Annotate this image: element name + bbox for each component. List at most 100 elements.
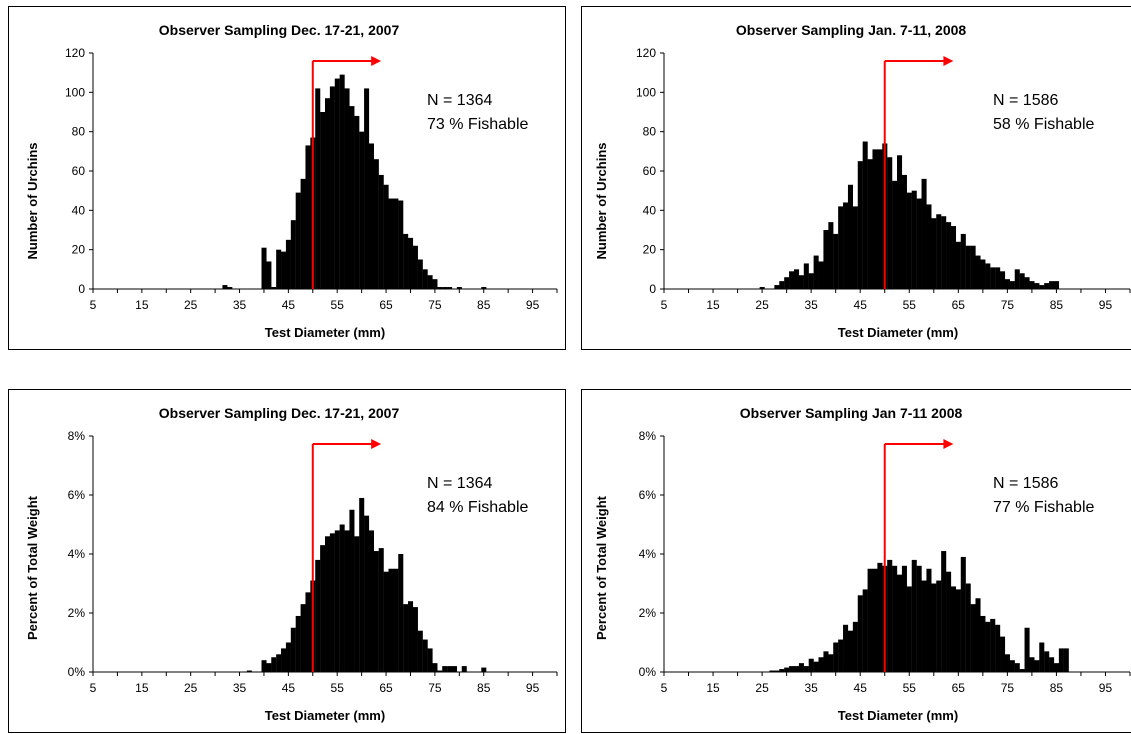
histogram-bar [403,604,409,672]
histogram-bar [227,287,233,289]
x-tick-label: 25 [184,681,198,695]
arrow-head-icon [371,56,382,66]
histogram-bar [813,661,819,672]
histogram-bar [818,261,824,289]
histogram-bar [276,654,282,672]
histogram-bar [798,663,804,672]
histogram-bar [887,157,893,289]
histogram-bar [862,589,868,672]
x-tick-label: 65 [952,681,966,695]
histogram-bar [300,178,306,289]
histogram-bar [941,216,947,289]
histogram-bar [359,497,365,672]
histogram-bar [852,206,858,289]
histogram-bar [359,131,365,289]
y-tick-label: 20 [643,243,657,257]
histogram-bar [295,192,301,289]
y-tick-label: 60 [643,164,657,178]
histogram-bar [456,287,462,289]
x-tick-label: 5 [90,298,97,312]
x-tick-label: 5 [661,681,668,695]
histogram-bar [955,241,961,289]
x-axis-label: Test Diameter (mm) [838,325,958,340]
histogram-bar [867,568,873,672]
histogram-bar [897,574,903,672]
histogram-bar [995,267,1001,289]
histogram-bar [1039,285,1045,289]
chart-svg: Observer Sampling Dec. 17-21, 2007 Perce… [25,405,558,723]
histogram-bar [412,607,418,672]
histogram-bar [798,275,804,289]
histogram-bar [1053,663,1060,672]
x-tick-label: 35 [233,298,247,312]
histogram-bar [1009,660,1015,672]
x-tick-label: 95 [526,298,540,312]
chart-panel-dec-count: Observer Sampling Dec. 17-21, 2007 Numbe… [8,6,566,350]
histogram-bar [941,551,947,672]
histogram-bar [847,630,854,672]
histogram-bar [315,559,321,672]
histogram-bar [789,271,795,289]
histogram-bar [378,174,384,289]
histogram-bar [1024,627,1030,672]
histogram-bar [931,583,937,672]
histogram-bar [867,159,873,289]
histogram-bar [779,669,785,672]
histogram-bar [901,565,907,672]
histogram-bar [422,639,428,672]
histogram-bar [1049,281,1055,289]
histogram-bar [1000,636,1006,672]
histogram-bar [1029,657,1035,672]
histogram-bar [916,198,922,289]
histogram-bar [364,515,370,672]
histogram-bar [285,642,291,672]
x-axis-label: Test Diameter (mm) [838,708,958,723]
sample-size-label: N = 1586 [993,475,1058,492]
x-tick-label: 25 [755,298,769,312]
x-tick-label: 45 [282,681,296,695]
histogram-bar [300,604,306,672]
histogram-bar [285,239,291,289]
x-tick-label: 25 [184,298,198,312]
histogram-bar [950,226,957,289]
x-tick-label: 55 [331,681,345,695]
fishable-percent-label: 84 % Fishable [427,499,528,516]
histogram-bar [818,657,824,672]
histogram-bar [388,568,394,672]
x-tick-label: 15 [706,681,720,695]
histogram-bar [266,261,272,289]
chart-title: Observer Sampling Jan. 7-11, 2008 [736,22,967,38]
histogram-bar [1044,651,1050,672]
y-tick-label: 120 [65,46,85,60]
chart-panel-jan-count: Observer Sampling Jan. 7-11, 2008 Number… [581,6,1131,350]
histogram-bar [847,184,854,289]
histogram-bar [290,220,296,289]
x-tick-label: 25 [755,681,769,695]
y-tick-label: 40 [643,203,657,217]
histogram-bar [388,198,394,289]
histogram-bar [769,670,775,672]
histogram-bar [437,670,443,672]
histogram-bar [422,269,428,289]
histogram-bar [442,287,448,289]
histogram-bar [784,667,790,672]
histogram-bar [349,509,355,672]
x-tick-label: 5 [90,681,97,695]
histogram-bar [901,174,907,289]
histogram-bar [398,200,404,289]
histogram-bar [960,233,966,289]
chart-panel-dec-weight: Observer Sampling Dec. 17-21, 2007 Perce… [8,389,566,733]
x-tick-label: 15 [135,681,149,695]
histogram-bar [1000,271,1006,289]
histogram-bar [921,580,927,672]
histogram-bar [892,180,898,289]
histogram-bar [862,141,868,289]
histogram-bar [980,259,986,289]
fishable-percent-label: 73 % Fishable [427,116,528,133]
histogram-bar [813,255,819,289]
y-tick-label: 8% [68,429,86,443]
x-tick-label: 75 [1001,298,1015,312]
histogram-bar [955,589,961,672]
x-tick-label: 45 [854,681,868,695]
y-tick-label: 20 [72,243,86,257]
